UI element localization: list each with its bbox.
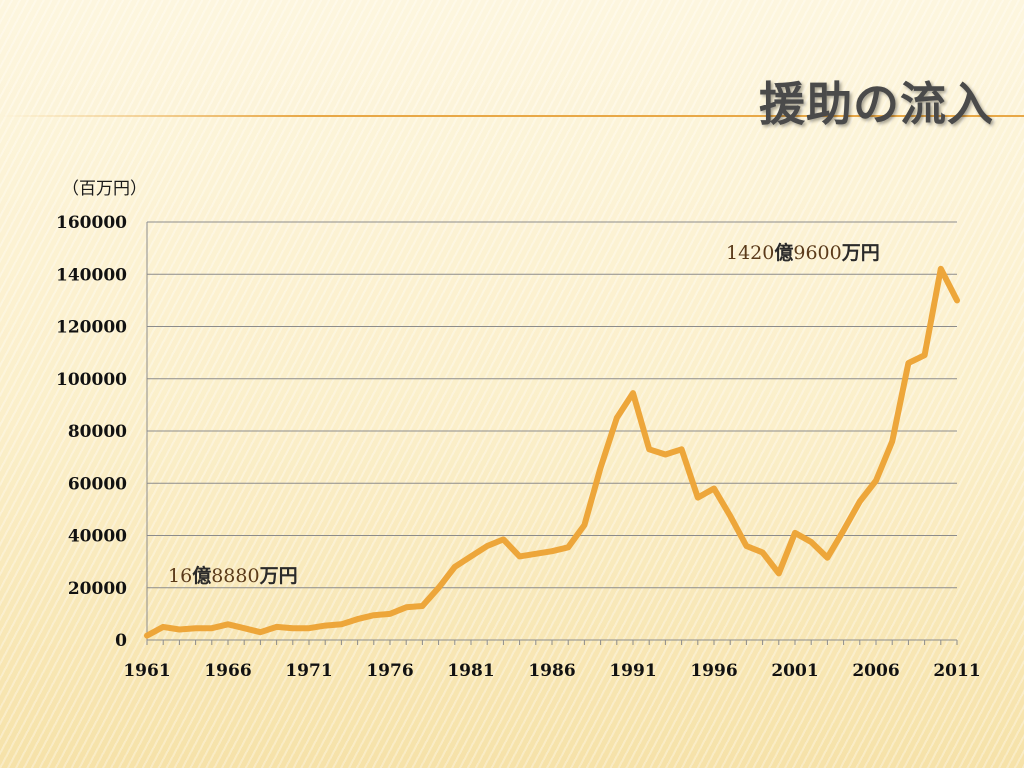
- x-tick-label: 1981: [447, 661, 494, 681]
- y-tick-label: 120000: [56, 318, 127, 338]
- x-tick-label: 2011: [933, 661, 980, 681]
- y-tick-label: 40000: [68, 527, 127, 547]
- y-tick-label: 80000: [68, 422, 127, 442]
- annotation-1961-value: 16億8880万円: [168, 564, 298, 587]
- x-tick-label: 2001: [771, 661, 818, 681]
- y-unit-label: （百万円）: [62, 179, 147, 199]
- y-tick-label: 0: [115, 631, 127, 651]
- x-tick-label: 2006: [852, 661, 899, 681]
- x-tick-label: 1971: [285, 661, 332, 681]
- y-tick-label: 100000: [56, 370, 127, 390]
- annotation-2010-value: 1420億9600万円: [726, 241, 880, 264]
- x-tick-label: 1991: [609, 661, 656, 681]
- x-tick-label: 1986: [528, 661, 575, 681]
- x-tick-label: 1966: [204, 661, 251, 681]
- header-rule: [0, 115, 1024, 117]
- x-tick-label: 1976: [366, 661, 413, 681]
- x-tick-label: 1961: [123, 661, 170, 681]
- y-tick-label: 60000: [68, 474, 127, 494]
- x-tick-label: 1996: [690, 661, 737, 681]
- y-tick-label: 140000: [56, 265, 127, 285]
- y-tick-label: 160000: [56, 213, 127, 233]
- slide-title: 援助の流入: [759, 77, 994, 131]
- y-tick-label: 20000: [68, 579, 127, 599]
